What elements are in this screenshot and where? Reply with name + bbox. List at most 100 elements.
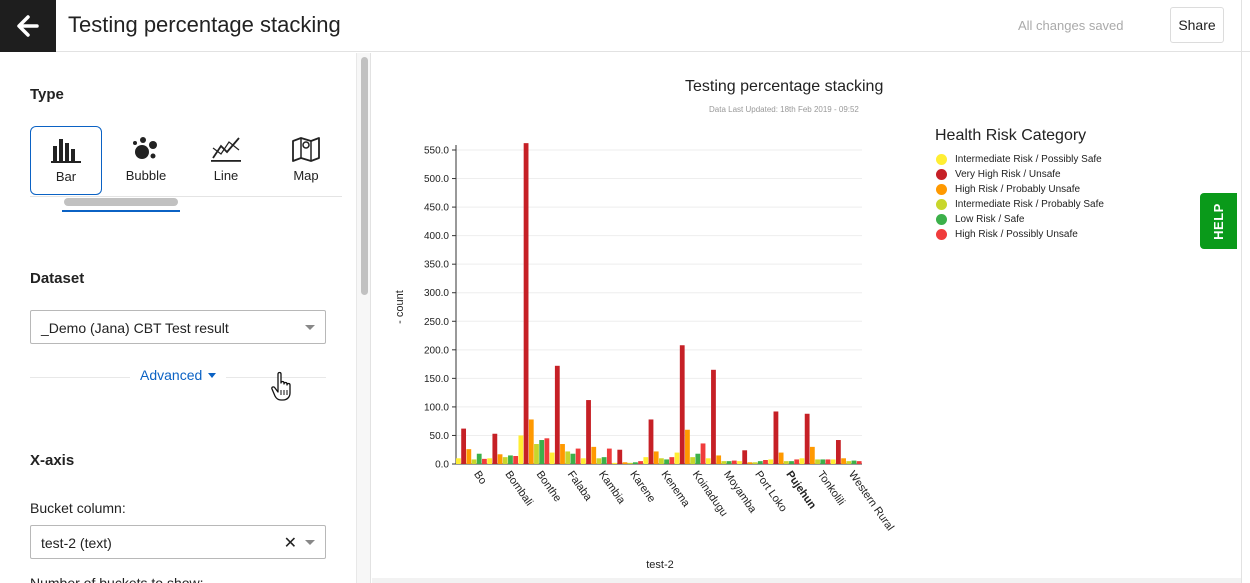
y-tick-label: 450.0: [424, 203, 449, 214]
bar: [752, 462, 758, 464]
x-tick-label: Tonkolili: [815, 469, 847, 508]
sidebar-scrollbar[interactable]: [356, 53, 371, 583]
chart-subtitle: Data Last Updated: 18th Feb 2019 - 09:52: [709, 105, 859, 114]
type-active-indicator: [62, 210, 180, 212]
legend-label: Intermediate Risk / Possibly Safe: [955, 154, 1102, 165]
legend-item[interactable]: Intermediate Risk / Probably Safe: [936, 197, 1104, 212]
bar: [586, 400, 591, 464]
x-tick-label: Falaba: [565, 469, 595, 504]
share-button[interactable]: Share: [1170, 7, 1224, 43]
type-bar-option[interactable]: Bar: [30, 126, 102, 195]
bar: [851, 460, 857, 464]
bar: [544, 438, 550, 464]
bar: [575, 448, 581, 464]
bucket-column-select[interactable]: test-2 (text) ✕: [30, 525, 326, 559]
y-tick-label: 550.0: [424, 146, 449, 157]
legend-item[interactable]: Very High Risk / Unsafe: [936, 167, 1104, 182]
help-button[interactable]: HELP: [1200, 193, 1237, 249]
type-bubble-label: Bubble: [125, 168, 167, 183]
x-tick-label: Kenema: [659, 469, 693, 510]
type-map-option[interactable]: Map: [270, 126, 342, 195]
bar: [690, 457, 696, 464]
bar: [497, 454, 503, 464]
type-line-option[interactable]: Line: [190, 126, 262, 195]
bar: [726, 461, 732, 464]
bar: [560, 444, 565, 464]
bar: [591, 446, 597, 464]
type-scrollbar-thumb[interactable]: [64, 198, 178, 206]
legend-swatch: [936, 154, 947, 165]
chart-horizontal-scrollbar[interactable]: [372, 578, 1241, 583]
x-tick-label: Western Rural: [846, 469, 896, 533]
bar: [627, 462, 633, 464]
type-bubble-option[interactable]: Bubble: [110, 126, 182, 195]
bar: [747, 462, 753, 464]
legend-label: High Risk / Possibly Unsafe: [955, 229, 1078, 240]
bar: [664, 459, 669, 464]
bar: [617, 449, 623, 464]
dataset-select-value: _Demo (Jana) CBT Test result: [41, 320, 229, 336]
x-tick-label: Pujehun: [783, 469, 818, 512]
bar: [612, 462, 617, 464]
bar: [632, 462, 638, 464]
bar: [596, 458, 602, 464]
legend-item[interactable]: High Risk / Probably Unsafe: [936, 182, 1104, 197]
dataset-heading: Dataset: [30, 270, 85, 287]
type-line-label: Line: [213, 168, 239, 183]
bar: [705, 458, 711, 464]
bar: [523, 143, 529, 464]
legend-label: Intermediate Risk / Probably Safe: [955, 199, 1104, 210]
chart-panel: Testing percentage stacking Data Last Up…: [372, 53, 1241, 583]
y-tick-label: 150.0: [424, 374, 449, 385]
bar: [461, 428, 467, 464]
legend-label: Very High Risk / Unsafe: [955, 169, 1061, 180]
line-chart-icon: [211, 137, 241, 162]
bar: [518, 435, 524, 464]
type-map-label: Map: [293, 168, 319, 183]
legend-swatch: [936, 184, 947, 195]
bar: [476, 453, 482, 464]
y-tick-label: 350.0: [424, 260, 449, 271]
bar: [778, 452, 784, 464]
x-tick-label: Bombali: [502, 469, 535, 508]
bucket-column-label: Bucket column:: [30, 500, 126, 516]
x-axis-label: test-2: [646, 559, 674, 571]
chart-title: Testing percentage stacking: [685, 78, 884, 95]
bar: [580, 458, 586, 464]
bar: [606, 448, 612, 464]
y-tick-label: 0.0: [435, 460, 449, 471]
y-tick-label: 50.0: [430, 431, 450, 442]
x-tick-label: Karene: [627, 469, 657, 505]
back-button[interactable]: [0, 0, 56, 52]
bar: [565, 451, 571, 464]
bar: [549, 452, 555, 464]
bar: [841, 458, 846, 464]
legend-title: Health Risk Category: [935, 127, 1087, 144]
bar: [773, 411, 779, 464]
type-heading: Type: [30, 86, 64, 103]
clear-icon[interactable]: ✕: [283, 535, 297, 552]
buckets-count-label: Number of buckets to show:: [30, 575, 204, 583]
legend-item[interactable]: Low Risk / Safe: [936, 212, 1104, 227]
bar: [534, 444, 539, 464]
bar: [820, 459, 826, 464]
y-tick-label: 400.0: [424, 231, 449, 242]
caret-down-icon: [208, 372, 217, 378]
bar: [622, 462, 628, 464]
legend-item[interactable]: Intermediate Risk / Possibly Safe: [936, 152, 1104, 167]
chart-legend: Intermediate Risk / Possibly Safe Very Hi…: [936, 152, 1104, 242]
bar: [554, 365, 560, 464]
advanced-toggle[interactable]: Advanced: [130, 367, 227, 383]
bar: [856, 461, 862, 464]
save-status: All changes saved: [1018, 18, 1124, 33]
x-tick-label: Bonthe: [534, 469, 564, 504]
bar-chart-icon: [51, 139, 81, 163]
bar: [804, 413, 810, 464]
bar: [648, 419, 654, 464]
dataset-select[interactable]: _Demo (Jana) CBT Test result: [30, 310, 326, 344]
sidebar-scrollbar-thumb[interactable]: [361, 57, 368, 295]
bar: [653, 451, 659, 464]
bar: [789, 461, 794, 464]
legend-item[interactable]: High Risk / Possibly Unsafe: [936, 227, 1104, 242]
bar: [783, 461, 789, 464]
